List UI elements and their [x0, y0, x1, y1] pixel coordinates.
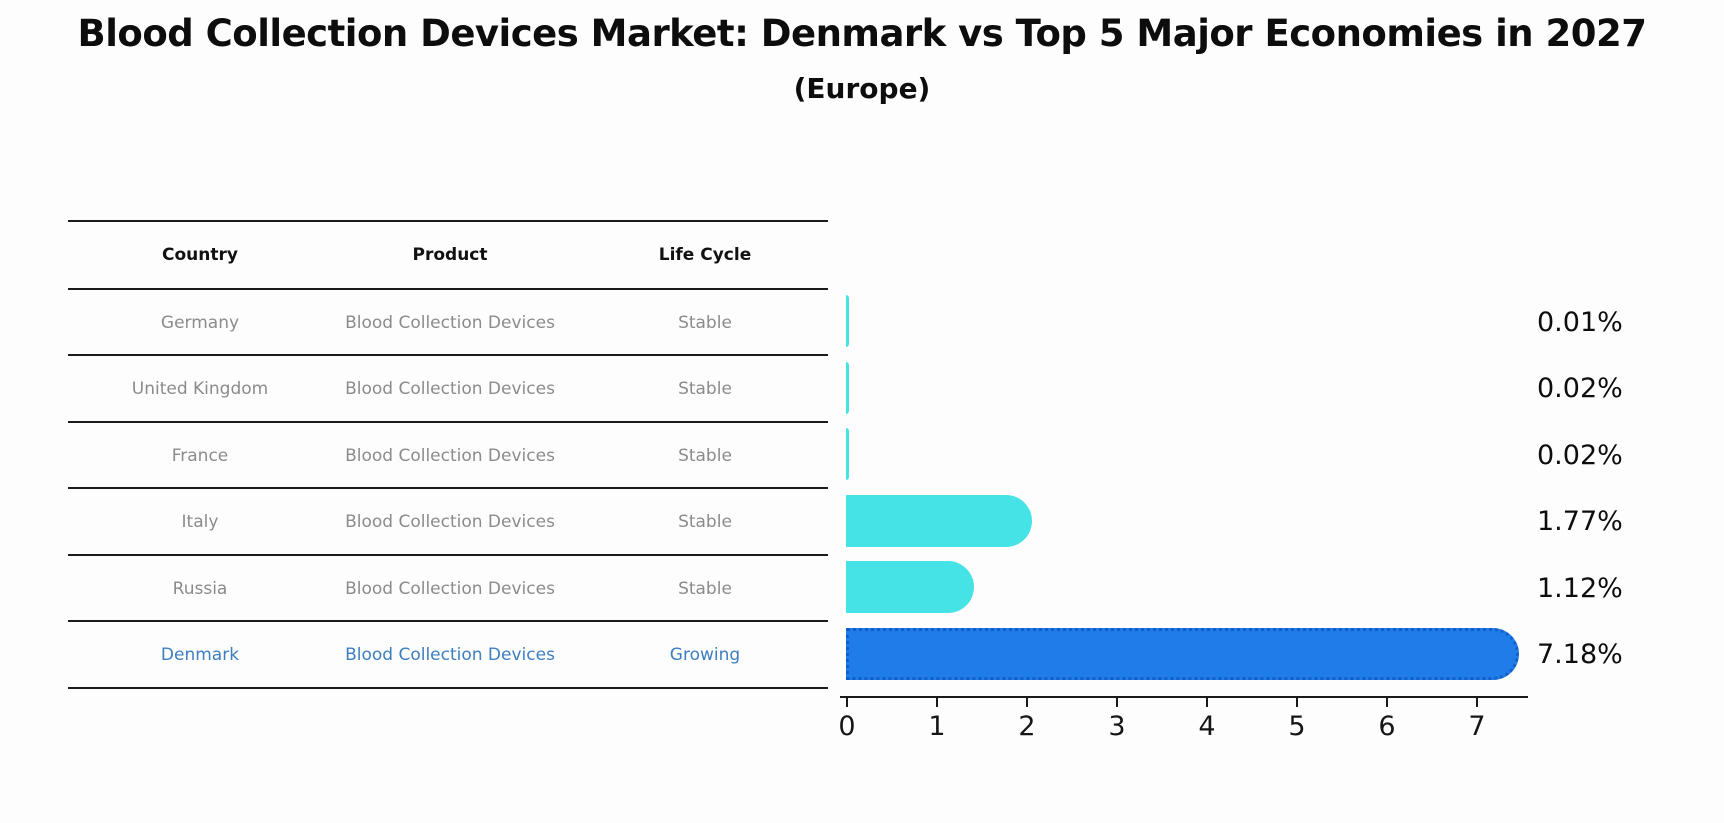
cell-lifecycle: Stable	[678, 511, 732, 532]
x-axis-tick-label: 5	[1288, 711, 1306, 742]
row-divider	[68, 421, 828, 423]
table-top-border	[68, 220, 828, 222]
bar-germany	[846, 295, 849, 347]
table-row-russia: Russia Blood Collection Devices Stable	[68, 556, 828, 621]
cell-country: United Kingdom	[131, 378, 269, 399]
x-axis-tick-label: 7	[1468, 711, 1486, 742]
cell-country: Italy	[181, 511, 219, 532]
x-axis-tick	[936, 698, 938, 707]
cell-product: Blood Collection Devices	[345, 378, 555, 399]
cell-product: Blood Collection Devices	[345, 445, 555, 466]
bar-united-kingdom	[846, 362, 849, 414]
x-axis-tick	[1116, 698, 1118, 707]
cell-lifecycle: Stable	[678, 445, 732, 466]
x-axis-tick	[1476, 698, 1478, 707]
chart-subtitle: (Europe)	[793, 72, 931, 105]
column-header-country: Country	[162, 245, 238, 265]
cell-product: Blood Collection Devices	[345, 511, 555, 532]
value-label: 1.77%	[1537, 505, 1623, 537]
x-axis-tick-label: 4	[1198, 711, 1216, 742]
value-label: 7.18%	[1537, 638, 1623, 670]
x-axis-line	[840, 696, 1528, 698]
table-row-france: France Blood Collection Devices Stable	[68, 423, 828, 488]
cell-product: Blood Collection Devices	[345, 644, 555, 665]
row-divider	[68, 620, 828, 622]
column-header-lifecycle: Life Cycle	[658, 245, 752, 265]
table-header-row: Country Product Life Cycle	[68, 222, 828, 288]
bar-russia	[846, 561, 974, 613]
column-header-product: Product	[412, 245, 488, 265]
x-axis-tick	[846, 698, 848, 707]
cell-country: Germany	[160, 312, 240, 333]
table-row-united-kingdom: United Kingdom Blood Collection Devices …	[68, 356, 828, 421]
bar-france	[846, 428, 849, 480]
cell-country: Denmark	[160, 644, 240, 665]
chart-title: Blood Collection Devices Market: Denmark…	[77, 12, 1647, 55]
x-axis-tick-label: 6	[1378, 711, 1396, 742]
value-label: 0.02%	[1537, 372, 1623, 404]
value-label: 0.01%	[1537, 306, 1623, 338]
cell-lifecycle: Stable	[678, 312, 732, 333]
table-row-denmark: Denmark Blood Collection Devices Growing	[68, 622, 828, 687]
row-divider	[68, 354, 828, 356]
cell-country: France	[171, 445, 229, 466]
bar-denmark	[846, 628, 1520, 680]
table-row-germany: Germany Blood Collection Devices Stable	[68, 290, 828, 355]
x-axis-tick-label: 0	[838, 711, 856, 742]
x-axis-tick	[1026, 698, 1028, 707]
bar-italy	[846, 495, 1033, 547]
header-divider	[68, 288, 828, 290]
x-axis-tick	[1206, 698, 1208, 707]
value-label: 0.02%	[1537, 439, 1623, 471]
table-bottom-border	[68, 687, 828, 689]
row-divider	[68, 487, 828, 489]
cell-lifecycle: Stable	[678, 378, 732, 399]
x-axis-tick-label: 3	[1108, 711, 1126, 742]
cell-product: Blood Collection Devices	[345, 312, 555, 333]
cell-country: Russia	[172, 578, 228, 599]
x-axis-tick-label: 2	[1018, 711, 1036, 742]
table-row-italy: Italy Blood Collection Devices Stable	[68, 489, 828, 554]
row-divider	[68, 554, 828, 556]
x-axis-tick	[1386, 698, 1388, 707]
cell-product: Blood Collection Devices	[345, 578, 555, 599]
x-axis-tick-label: 1	[928, 711, 946, 742]
x-axis-tick	[1296, 698, 1298, 707]
value-label: 1.12%	[1537, 572, 1623, 604]
cell-lifecycle: Growing	[669, 644, 741, 665]
cell-lifecycle: Stable	[678, 578, 732, 599]
